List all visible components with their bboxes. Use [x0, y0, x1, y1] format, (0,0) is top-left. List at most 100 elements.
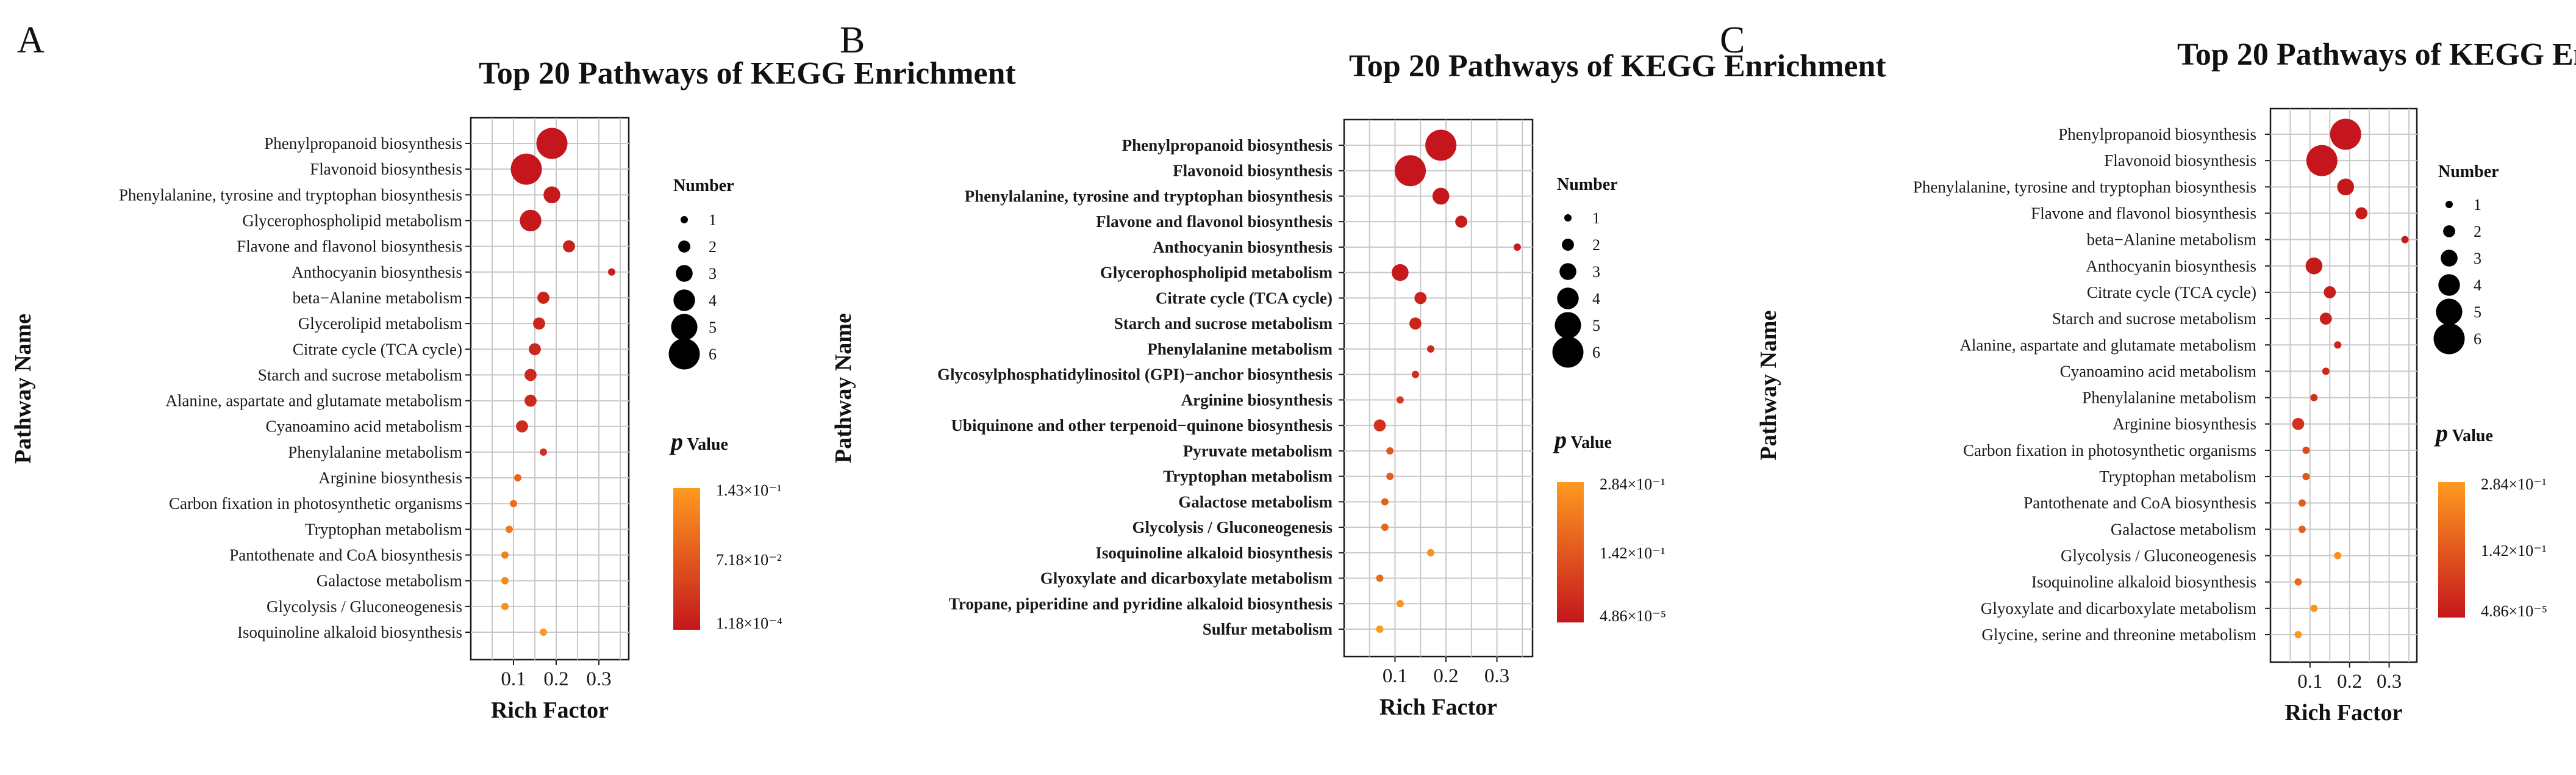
- pathway-bubble: [1396, 396, 1404, 404]
- pathway-bubble: [536, 128, 568, 159]
- pathway-label: Phenylalanine, tyrosine and tryptophan b…: [1913, 178, 2256, 196]
- color-legend-p: p: [1553, 426, 1567, 453]
- size-legend-title: Number: [2438, 162, 2499, 181]
- size-legend-label: 1: [709, 211, 717, 229]
- size-legend-dot: [2438, 274, 2460, 296]
- pathway-label: Flavone and flavonol biosynthesis: [1096, 212, 1333, 231]
- pathway-label: Arginine biosynthesis: [318, 469, 462, 487]
- pathway-bubble: [1396, 600, 1404, 608]
- pathway-label: Starch and sucrose metabolism: [1114, 314, 1333, 333]
- pathway-label: Ubiquinone and other terpenoid−quinone b…: [951, 416, 1333, 434]
- size-legend: Number 1 2 3 4 5 6: [668, 176, 734, 370]
- pathway-label: Flavone and flavonol biosynthesis: [237, 237, 462, 256]
- color-legend-p: p: [2434, 419, 2448, 447]
- y-axis-title: Pathway Name: [10, 314, 36, 464]
- pathway-bubble: [1426, 345, 1434, 353]
- size-legend-label: 2: [2474, 223, 2481, 240]
- pathway-bubble: [510, 500, 517, 508]
- pathway-bubble: [1395, 155, 1426, 187]
- pathway-bubble: [2401, 236, 2409, 243]
- x-tick-label: 0.3: [2377, 671, 2402, 693]
- chart-panel-b: B Top 20 Pathways of KEGG Enrichment 0.1 0.…: [831, 20, 1886, 720]
- pathway-bubble: [1432, 187, 1450, 205]
- pathway-label: Isoquinoline alkaloid biosynthesis: [1095, 544, 1333, 562]
- pathway-bubble: [2330, 118, 2361, 150]
- pathway-bubble: [1392, 264, 1409, 281]
- pathway-bubble: [1376, 574, 1384, 582]
- x-tick-label: 0.1: [1383, 665, 1408, 687]
- pathway-label: Glycolysis / Gluconeogenesis: [2061, 547, 2256, 565]
- x-tick-label: 0.2: [2337, 671, 2362, 693]
- pathway-label: Tropane, piperidine and pyridine alkaloi…: [949, 594, 1333, 613]
- color-legend-tick-label: 1.43×10⁻¹: [716, 481, 782, 499]
- panel-letter: C: [1720, 20, 1745, 61]
- color-legend-value: Value: [683, 435, 728, 454]
- chart-title: Top 20 Pathways of KEGG Enrichment: [2177, 37, 2576, 72]
- pathway-label: Galactose metabolism: [2111, 520, 2256, 538]
- pathway-label: Phenylalanine metabolism: [1147, 340, 1333, 358]
- size-legend-dot: [1552, 336, 1584, 368]
- pathway-label: Anthocyanin biosynthesis: [1153, 238, 1333, 256]
- size-legend: Number 1 2 3 4 5 6: [2433, 162, 2499, 355]
- size-legend-title: Number: [1557, 175, 1618, 194]
- size-legend-dot: [1564, 214, 1572, 222]
- pathway-label: Flavone and flavonol biosynthesis: [2031, 204, 2256, 222]
- x-tick-label: 0.2: [543, 668, 568, 690]
- x-axis-title: Rich Factor: [2284, 700, 2402, 726]
- pathway-bubble: [1513, 243, 1521, 251]
- color-legend-tick-label: 1.42×10⁻¹: [2481, 542, 2547, 560]
- pathway-bubble: [514, 474, 521, 482]
- pathway-label: Tryptophan metabolism: [2099, 467, 2256, 486]
- pathway-label: Glycerophospholipid metabolism: [1100, 264, 1333, 282]
- size-legend-dot: [668, 338, 700, 370]
- x-tick-label: 0.2: [1433, 665, 1458, 687]
- size-legend-label: 2: [1592, 236, 1600, 254]
- pathway-label: Citrate cycle (TCA cycle): [1156, 289, 1333, 307]
- pathway-bubble: [2355, 207, 2368, 220]
- color-legend-bar: [1557, 482, 1584, 622]
- x-tick-label: 0.3: [1484, 665, 1509, 687]
- pathway-bubble: [529, 343, 541, 356]
- pathway-label: Galactose metabolism: [317, 572, 462, 590]
- size-legend-label: 3: [709, 265, 717, 283]
- pathway-bubble: [510, 153, 542, 185]
- pathway-bubble: [506, 525, 513, 533]
- size-legend-label: 5: [2474, 303, 2481, 321]
- pathway-bubble: [2334, 552, 2342, 560]
- pathway-bubble: [2292, 417, 2305, 430]
- pathway-bubble: [2319, 312, 2332, 325]
- color-legend-title: p Value: [1553, 426, 1612, 453]
- pathway-bubble: [2305, 257, 2323, 275]
- size-legend-label: 3: [1592, 263, 1600, 281]
- pathway-label: beta−Alanine metabolism: [2087, 231, 2256, 249]
- pathway-label: Phenylalanine, tyrosine and tryptophan b…: [119, 186, 462, 204]
- pathway-bubble: [1426, 549, 1434, 557]
- x-axis-title: Rich Factor: [491, 698, 609, 723]
- size-legend-dot: [2441, 250, 2458, 267]
- color-legend-value: Value: [2448, 427, 2493, 445]
- pathway-label: Flavonoid biosynthesis: [2104, 151, 2256, 170]
- pathway-label: Galactose metabolism: [1178, 492, 1333, 511]
- pathway-label: Carbon fixation in photosynthetic organi…: [169, 494, 462, 513]
- color-legend-tick-label: 2.84×10⁻¹: [1600, 475, 1665, 493]
- size-legend-label: 6: [709, 345, 717, 363]
- size-legend-label: 3: [2474, 250, 2481, 267]
- pathway-label: Flavonoid biosynthesis: [310, 160, 462, 178]
- pathway-bubble: [1373, 419, 1386, 432]
- pathway-label: Pantothenate and CoA biosynthesis: [229, 546, 462, 564]
- pathway-label: Glycerolipid metabolism: [298, 314, 462, 333]
- pathway-label: Isoquinoline alkaloid biosynthesis: [237, 623, 462, 641]
- pathway-label: Pantothenate and CoA biosynthesis: [2023, 494, 2256, 512]
- pathway-label: Phenylpropanoid biosynthesis: [264, 134, 462, 153]
- pathway-bubble: [1411, 370, 1419, 378]
- size-legend-label: 5: [1592, 317, 1600, 334]
- pathway-bubble: [2324, 286, 2336, 298]
- pathway-label: Glycine, serine and threonine metabolism: [1981, 625, 2256, 644]
- x-tick-label: 0.1: [2297, 671, 2322, 693]
- size-legend-dot: [2445, 201, 2453, 208]
- pathway-label: Phenylalanine metabolism: [288, 443, 462, 461]
- pathway-bubble: [1386, 472, 1394, 480]
- pathway-label: Phenylpropanoid biosynthesis: [2058, 125, 2256, 143]
- pathway-label: Alanine, aspartate and glutamate metabol…: [165, 392, 462, 410]
- panel-letter: B: [840, 20, 865, 61]
